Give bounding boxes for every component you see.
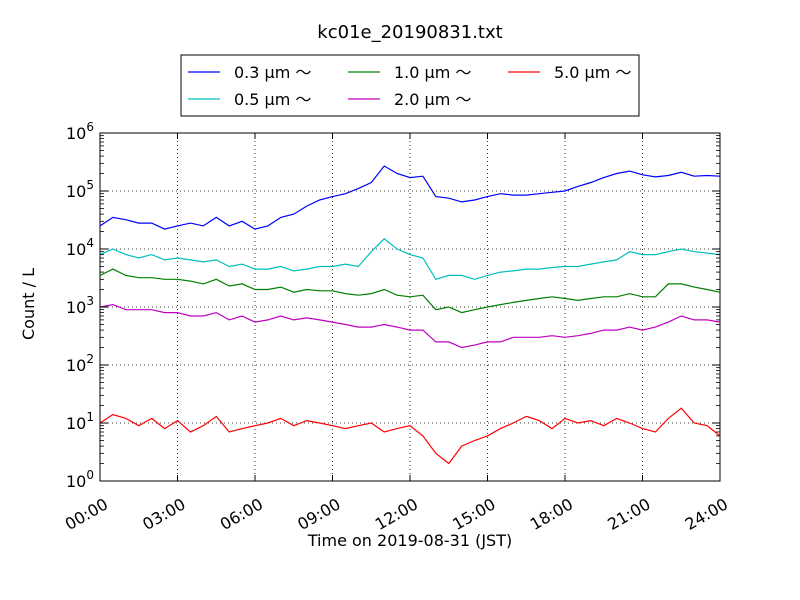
x-axis-ticks: 00:00 03:00 06:00 09:00 12:00 15:00 18:00 21:00… [62, 133, 731, 534]
chart-title: kc01e_20190831.txt [317, 22, 502, 43]
x-tick-label: 18:00 [527, 494, 576, 534]
y-tick-label: 105 [66, 178, 94, 201]
legend-label: 0.3 μm ～ [234, 63, 311, 82]
legend: 0.3 μm ～ 0.5 μm ～ 1.0 μm ～ 2.0 μm ～ 5.0 μm ～ [180, 54, 640, 117]
x-tick-label: 09:00 [294, 494, 343, 534]
legend-label: 5.0 μm ～ [554, 63, 631, 82]
series-line [99, 407, 721, 465]
grid [100, 133, 720, 481]
series-line [99, 237, 721, 281]
x-tick-label: 06:00 [217, 494, 266, 534]
legend-box [180, 54, 640, 117]
y-axis-title: Count / L [19, 268, 38, 340]
x-axis-title: Time on 2019-08-31 (JST) [307, 531, 512, 550]
x-tick-label: 12:00 [372, 494, 421, 534]
y-tick-label: 102 [66, 352, 94, 375]
x-tick-label: 24:00 [682, 494, 731, 534]
series-lines [99, 165, 721, 465]
y-tick-label: 100 [66, 468, 94, 491]
x-tick-label: 15:00 [449, 494, 498, 534]
y-tick-label: 106 [66, 120, 94, 143]
legend-label: 1.0 μm ～ [394, 63, 471, 82]
legend-label: 0.5 μm ～ [234, 90, 311, 109]
y-tick-label: 103 [66, 294, 94, 317]
x-tick-label: 00:00 [62, 494, 111, 534]
series-line [99, 268, 721, 314]
y-tick-label: 104 [66, 236, 94, 259]
series-line [99, 165, 721, 230]
y-axis-ticks: 100 101 102 103 104 105 106 [66, 120, 720, 491]
series-line [99, 303, 721, 349]
y-tick-label: 101 [66, 410, 94, 433]
x-tick-label: 03:00 [139, 494, 188, 534]
x-tick-label: 21:00 [604, 494, 653, 534]
legend-label: 2.0 μm ～ [394, 90, 471, 109]
